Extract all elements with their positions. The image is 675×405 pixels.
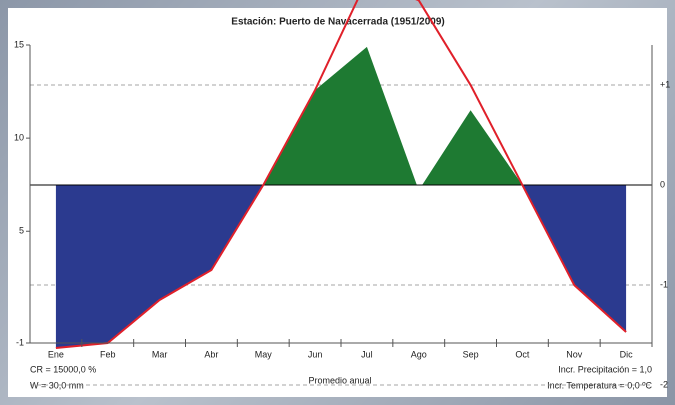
- y2-tick-label: 0: [660, 179, 665, 189]
- chart-title: Estación: Puerto de Navacerrada (1951/20…: [231, 17, 444, 28]
- precipitation-area: [263, 46, 523, 185]
- annotation: Promedio anual: [308, 375, 371, 385]
- x-tick-label: May: [255, 349, 273, 359]
- x-tick-label: Abr: [204, 349, 218, 359]
- x-tick-label: Dic: [620, 349, 633, 359]
- annotation: W = 30,0 mm: [30, 380, 84, 390]
- y2-tick-label: -2: [660, 379, 668, 389]
- y2-tick-label: -1: [660, 279, 668, 289]
- x-tick-label: Oct: [515, 349, 530, 359]
- y-tick-label: 15: [14, 39, 24, 49]
- annotation: CR = 15000,0 %: [30, 364, 96, 374]
- deficit-area: [55, 185, 627, 349]
- x-tick-label: Nov: [566, 349, 583, 359]
- x-tick-label: Jun: [308, 349, 323, 359]
- temperature-line: [55, 0, 627, 350]
- annotation: Incr. Precipitación = 1,0: [558, 364, 652, 374]
- x-tick-label: Ene: [48, 349, 64, 359]
- y-tick-label: 5: [19, 226, 24, 236]
- y-tick-label: 10: [14, 133, 24, 143]
- x-tick-label: Sep: [463, 349, 479, 359]
- x-tick-label: Feb: [100, 349, 116, 359]
- y2-tick-label: +1: [660, 79, 670, 89]
- x-tick-label: Ago: [411, 349, 427, 359]
- x-tick-label: Mar: [152, 349, 168, 359]
- y-tick-label: -1: [16, 337, 24, 347]
- x-tick-label: Jul: [361, 349, 373, 359]
